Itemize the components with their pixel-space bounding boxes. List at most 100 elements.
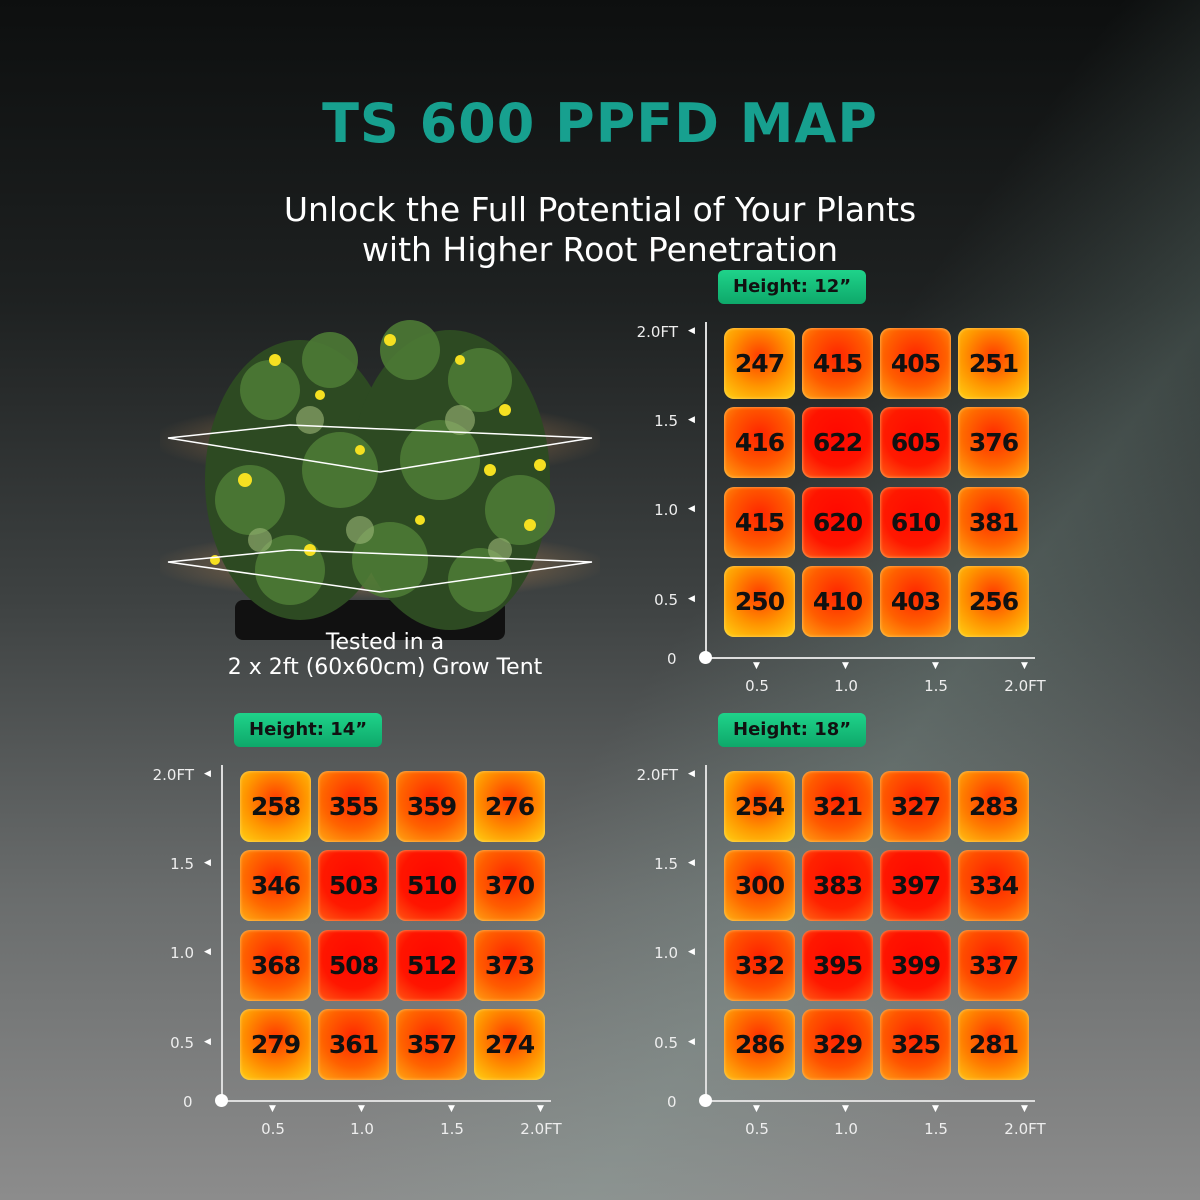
ppfd-cell: 357	[396, 1009, 467, 1080]
y-tick-marker-icon: ◀	[688, 415, 695, 425]
y-axis	[705, 765, 707, 1102]
x-tick-label: 2.0FT	[1004, 1120, 1046, 1138]
x-tick-marker-icon: ▼	[537, 1104, 544, 1114]
y-tick-marker-icon: ◀	[688, 858, 695, 868]
ppfd-cell: 346	[240, 850, 311, 921]
x-axis	[705, 1100, 1035, 1102]
y-tick-marker-icon: ◀	[204, 947, 211, 957]
y-tick-label: 1.0	[654, 501, 678, 519]
ppfd-cell: 251	[958, 328, 1029, 399]
ppfd-cell: 325	[880, 1009, 951, 1080]
origin-label: 0	[667, 650, 677, 668]
ppfd-cell: 416	[724, 407, 795, 478]
ppfd-cell: 376	[958, 407, 1029, 478]
ppfd-cell: 274	[474, 1009, 545, 1080]
ppfd-cell: 256	[958, 566, 1029, 637]
ppfd-cell: 281	[958, 1009, 1029, 1080]
ppfd-cell: 332	[724, 930, 795, 1001]
axis-origin-dot	[699, 1094, 712, 1107]
ppfd-cell: 368	[240, 930, 311, 1001]
y-tick-marker-icon: ◀	[688, 504, 695, 514]
ppfd-cell: 321	[802, 771, 873, 842]
x-tick-marker-icon: ▼	[448, 1104, 455, 1114]
x-tick-marker-icon: ▼	[1021, 661, 1028, 671]
ppfd-cell: 605	[880, 407, 951, 478]
ppfd-cell: 610	[880, 487, 951, 558]
axis-origin-dot	[699, 651, 712, 664]
axis-origin-dot	[215, 1094, 228, 1107]
ppfd-cell: 397	[880, 850, 951, 921]
ppfd-cell: 370	[474, 850, 545, 921]
ppfd-cell: 620	[802, 487, 873, 558]
x-tick-marker-icon: ▼	[932, 1104, 939, 1114]
ppfd-cell: 405	[880, 328, 951, 399]
y-tick-marker-icon: ◀	[688, 326, 695, 336]
ppfd-cell: 361	[318, 1009, 389, 1080]
ppfd-cell: 286	[724, 1009, 795, 1080]
ppfd-cell: 383	[802, 850, 873, 921]
y-tick-marker-icon: ◀	[688, 769, 695, 779]
x-tick-marker-icon: ▼	[842, 661, 849, 671]
ppfd-cell: 415	[724, 487, 795, 558]
y-tick-label: 1.5	[654, 855, 678, 873]
ppfd-cell: 508	[318, 930, 389, 1001]
ppfd-cell: 403	[880, 566, 951, 637]
y-tick-label: 1.5	[170, 855, 194, 873]
x-tick-marker-icon: ▼	[932, 661, 939, 671]
ppfd-cell: 250	[724, 566, 795, 637]
x-axis	[221, 1100, 551, 1102]
ppfd-cell: 510	[396, 850, 467, 921]
y-tick-marker-icon: ◀	[204, 1037, 211, 1047]
y-axis	[221, 765, 223, 1102]
y-tick-label: 2.0FT	[152, 766, 194, 784]
y-tick-label: 0.5	[654, 1034, 678, 1052]
ppfd-cell: 622	[802, 407, 873, 478]
y-tick-label: 1.5	[654, 412, 678, 430]
origin-label: 0	[183, 1093, 193, 1111]
x-tick-label: 0.5	[261, 1120, 285, 1138]
x-tick-marker-icon: ▼	[358, 1104, 365, 1114]
heatmap-chart: Height: 18” 0 2.0FT ◀ 1.5 ◀ 1.0 ◀ 0.5 ◀ 0.5 ▼ 1.0 ▼ 1.…	[620, 713, 1060, 1138]
ppfd-cell: 300	[724, 850, 795, 921]
y-tick-marker-icon: ◀	[204, 858, 211, 868]
x-tick-label: 0.5	[745, 1120, 769, 1138]
y-tick-label: 2.0FT	[636, 766, 678, 784]
caption-line-1: Tested in a	[325, 630, 445, 655]
x-tick-label: 1.5	[924, 677, 948, 695]
subtitle: Unlock the Full Potential of Your Plants…	[0, 190, 1200, 270]
y-tick-marker-icon: ◀	[688, 594, 695, 604]
ppfd-cell: 327	[880, 771, 951, 842]
origin-label: 0	[667, 1093, 677, 1111]
ppfd-cell: 415	[802, 328, 873, 399]
x-tick-label: 1.5	[924, 1120, 948, 1138]
height-badge: Height: 14”	[234, 713, 383, 747]
ppfd-cell: 283	[958, 771, 1029, 842]
ppfd-cell: 254	[724, 771, 795, 842]
x-tick-marker-icon: ▼	[753, 1104, 760, 1114]
ppfd-cell: 381	[958, 487, 1029, 558]
ppfd-cell: 279	[240, 1009, 311, 1080]
x-axis	[705, 657, 1035, 659]
y-tick-marker-icon: ◀	[688, 1037, 695, 1047]
ppfd-cell: 373	[474, 930, 545, 1001]
ppfd-cell: 399	[880, 930, 951, 1001]
subtitle-line-2: with Higher Root Penetration	[361, 230, 839, 269]
heatmap-chart: Height: 12” 0 2.0FT ◀ 1.5 ◀ 1.0 ◀ 0.5 ◀ 0.5 ▼ 1.0 ▼ 1.…	[620, 270, 1060, 695]
y-tick-label: 1.0	[170, 944, 194, 962]
x-tick-marker-icon: ▼	[753, 661, 760, 671]
x-tick-label: 1.0	[350, 1120, 374, 1138]
x-tick-marker-icon: ▼	[1021, 1104, 1028, 1114]
ppfd-cell: 410	[802, 566, 873, 637]
ppfd-cell: 512	[396, 930, 467, 1001]
plant-image	[160, 320, 600, 640]
x-tick-marker-icon: ▼	[842, 1104, 849, 1114]
y-axis	[705, 322, 707, 659]
page-title: TS 600 PPFD MAP	[322, 92, 878, 155]
y-tick-label: 2.0FT	[636, 323, 678, 341]
caption-line-2: 2 x 2ft (60x60cm) Grow Tent	[227, 655, 543, 680]
y-tick-marker-icon: ◀	[204, 769, 211, 779]
ppfd-cell: 359	[396, 771, 467, 842]
test-caption: Tested in a 2 x 2ft (60x60cm) Grow Tent	[185, 630, 585, 680]
ppfd-cell: 337	[958, 930, 1029, 1001]
ppfd-cell: 329	[802, 1009, 873, 1080]
